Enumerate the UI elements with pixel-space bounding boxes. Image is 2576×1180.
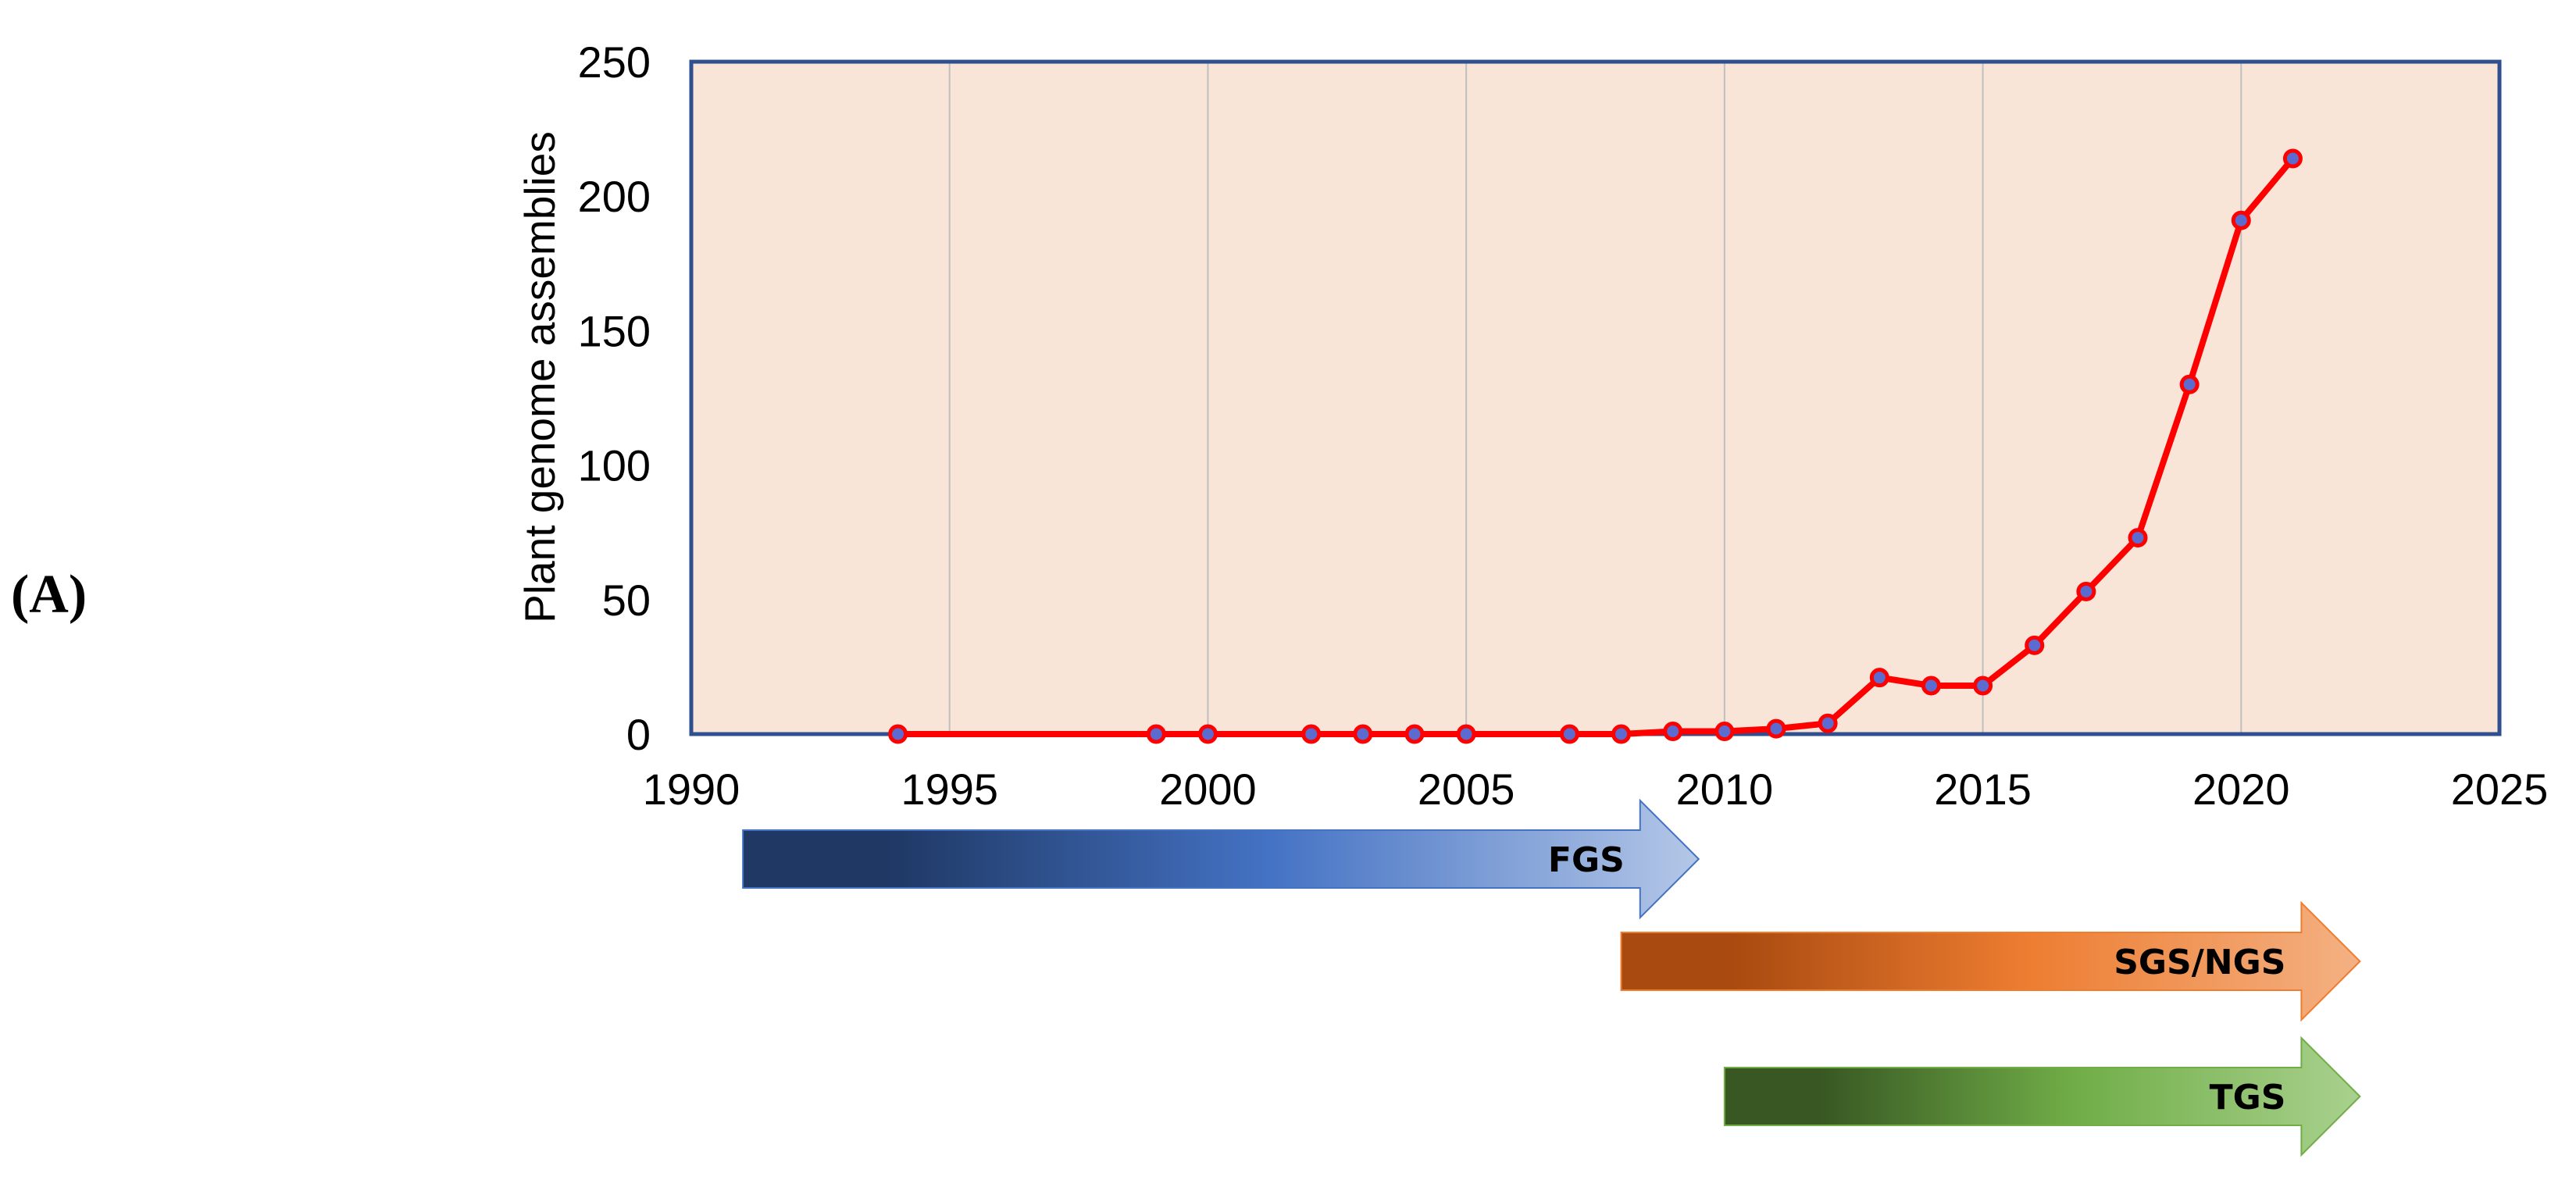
- x-tick-label: 2015: [1934, 765, 2032, 814]
- y-axis-ticks: 0 50 100 150 200 250: [578, 37, 651, 759]
- series-line: [894, 155, 2296, 737]
- data-point: [2128, 528, 2148, 548]
- x-tick-label: 2020: [2192, 765, 2290, 814]
- data-point: [2282, 148, 2303, 169]
- x-tick-label: 2025: [2451, 765, 2549, 814]
- y-tick-label: 100: [578, 441, 651, 490]
- panel-label: (A): [11, 565, 87, 625]
- data-point: [1559, 724, 1579, 744]
- data-point: [1146, 724, 1166, 744]
- data-point: [1353, 724, 1373, 744]
- data-point: [2179, 374, 2200, 394]
- data-point: [1301, 724, 1322, 744]
- y-tick-label: 0: [626, 710, 651, 759]
- data-point: [1714, 722, 1735, 742]
- series-layer: [888, 148, 2303, 744]
- data-point: [1456, 724, 1476, 744]
- gridlines: [948, 62, 2242, 734]
- data-point: [1921, 676, 1941, 696]
- x-tick-label: 2005: [1418, 765, 1515, 814]
- data-point: [1404, 724, 1425, 744]
- era-arrows: FGS SGS/NGS TGS: [742, 798, 2361, 1157]
- x-tick-label: 2010: [1676, 765, 1774, 814]
- era-label: FGS: [1548, 840, 1625, 880]
- y-axis-label: Plant genome assemblies: [516, 131, 564, 623]
- era-label: TGS: [2210, 1078, 2286, 1118]
- y-tick-label: 150: [578, 306, 651, 355]
- x-tick-label: 1995: [901, 765, 998, 814]
- data-point: [2076, 581, 2096, 601]
- data-point: [888, 724, 908, 744]
- data-point: [1869, 668, 1889, 688]
- data-point: [1818, 713, 1838, 733]
- era-arrow: [742, 798, 1700, 920]
- x-axis-ticks: 1990 1995 2000 2005 2010 2015 2020 2025: [643, 765, 2549, 814]
- plot-area: [691, 62, 2499, 734]
- era-arrow: [1620, 900, 2361, 1022]
- data-point: [1663, 722, 1683, 742]
- era-label: SGS/NGS: [2114, 943, 2285, 982]
- data-point: [2025, 635, 2045, 655]
- data-point: [1611, 724, 1632, 744]
- data-point: [1766, 718, 1786, 739]
- data-point: [2231, 210, 2251, 230]
- data-point: [1197, 724, 1218, 744]
- x-tick-label: 1990: [643, 765, 740, 814]
- x-tick-label: 2000: [1159, 765, 1257, 814]
- y-tick-label: 250: [578, 37, 651, 87]
- y-tick-label: 50: [602, 576, 651, 625]
- data-point: [1973, 676, 1993, 696]
- era-arrow: [1723, 1036, 2361, 1157]
- y-tick-label: 200: [578, 172, 651, 221]
